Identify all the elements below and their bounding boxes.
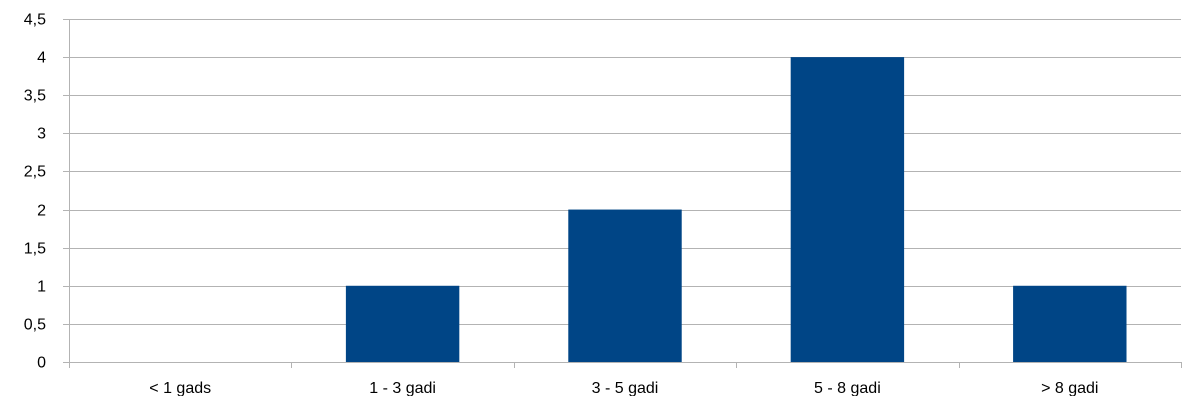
x-tick-label: 1 - 3 gadi [369,380,436,396]
axes [69,19,1182,368]
x-tick-label: > 8 gadi [1041,380,1098,396]
y-tick-labels: 0 0,5 1 1,5 2 2,5 3 3,5 4 4,5 [24,12,46,372]
y-tick-label: 3 [37,126,46,143]
x-tick-label: 5 - 8 gadi [814,380,881,396]
y-tick-label: 4 [37,50,46,67]
bars [345,57,1127,362]
x-tick-label: < 1 gads [149,380,211,396]
y-tick-label: 4,5 [24,12,46,29]
y-tick-label: 2 [37,203,46,220]
x-tick-label: 3 - 5 gadi [592,380,659,396]
bar [790,57,905,362]
y-tick-label: 0,5 [24,317,46,334]
y-tick-label: 0 [37,355,46,372]
y-tick-label: 3,5 [24,88,46,105]
x-tick-labels: < 1 gads 1 - 3 gadi 3 - 5 gadi 5 - 8 gadi > … [149,380,1098,397]
bar [1013,285,1127,362]
bar [345,285,460,362]
y-tick-label: 1,5 [24,241,46,258]
y-tick-label: 1 [37,279,46,296]
y-tick-label: 2,5 [24,164,46,181]
bar [568,209,682,362]
